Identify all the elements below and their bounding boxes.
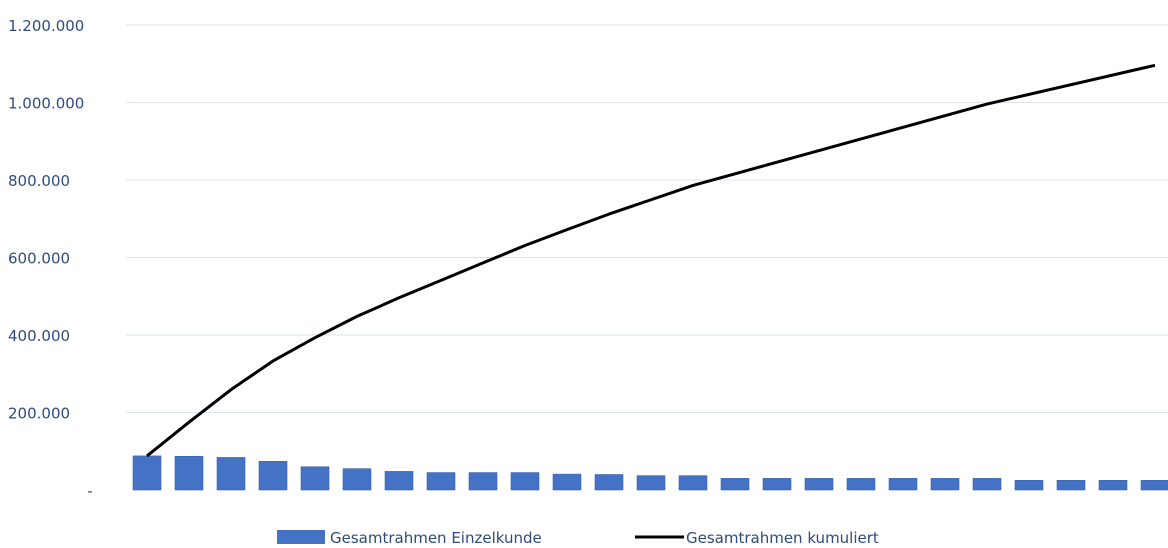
y-tick-label: 200.000	[8, 405, 70, 423]
line-series	[146, 63, 1156, 458]
bar	[972, 478, 1002, 491]
gridlines	[126, 24, 1168, 413]
bar	[426, 472, 456, 491]
bar	[636, 475, 666, 491]
y-tick-label: 600.000	[8, 250, 70, 268]
bar	[342, 468, 372, 491]
bar	[132, 455, 162, 491]
y-tick-label: 1.200.000	[8, 17, 84, 35]
cumulative-line	[146, 63, 1156, 458]
bar	[384, 471, 414, 491]
legend: Gesamtrahmen Einzelkunde Gesamtrahmen ku…	[277, 529, 879, 547]
bar	[888, 478, 918, 491]
bar	[510, 472, 540, 491]
y-tick-label: 1.000.000	[8, 95, 84, 113]
bar	[678, 475, 708, 491]
bar	[1014, 480, 1044, 491]
bar	[930, 478, 960, 491]
y-tick-label: 400.000	[8, 327, 70, 345]
bar	[1056, 480, 1086, 491]
bar	[594, 474, 624, 491]
bar	[846, 478, 876, 491]
bar	[720, 478, 750, 491]
legend-label-bars: Gesamtrahmen Einzelkunde	[330, 529, 542, 547]
y-tick-label: 800.000	[8, 172, 70, 190]
bar	[300, 466, 330, 491]
bar	[258, 461, 288, 491]
bar	[552, 473, 582, 491]
bar	[468, 472, 498, 491]
y-tick-label: -	[87, 482, 92, 500]
bar-series	[132, 455, 1168, 491]
bar	[1098, 480, 1128, 491]
legend-swatch-bars	[277, 530, 325, 544]
bar	[216, 457, 246, 491]
bar	[804, 478, 834, 491]
bar	[1140, 480, 1168, 491]
bar	[174, 455, 204, 491]
bar	[762, 478, 792, 491]
y-axis-ticks: - 200.000 400.000 600.000 800.000 1.000.000 1.…	[8, 17, 93, 500]
legend-label-line: Gesamtrahmen kumuliert	[686, 529, 879, 547]
